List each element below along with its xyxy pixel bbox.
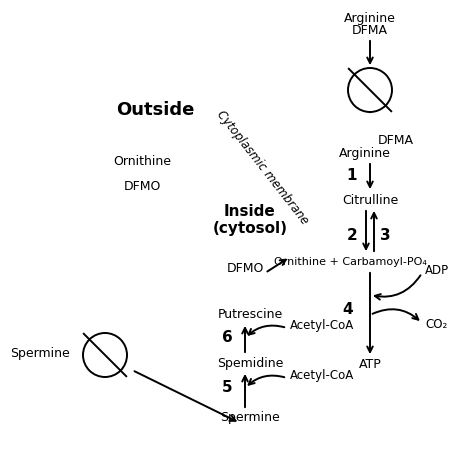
Text: 1: 1 <box>347 168 357 182</box>
Text: Acetyl-CoA: Acetyl-CoA <box>290 370 354 382</box>
Text: DFMO: DFMO <box>226 261 264 275</box>
Text: ADP: ADP <box>425 263 449 276</box>
Text: Spemidine: Spemidine <box>217 357 283 370</box>
Text: DFMO: DFMO <box>123 180 161 193</box>
Text: 2: 2 <box>346 227 357 243</box>
Text: Arginine: Arginine <box>344 12 396 25</box>
Text: Spermine: Spermine <box>10 347 70 359</box>
Text: Ornithine + Carbamoyl-PO₄: Ornithine + Carbamoyl-PO₄ <box>273 257 427 267</box>
Circle shape <box>83 333 127 377</box>
Text: Inside
(cytosol): Inside (cytosol) <box>212 204 288 236</box>
Text: CO₂: CO₂ <box>425 318 447 332</box>
Text: Arginine: Arginine <box>339 146 391 160</box>
Text: Outside: Outside <box>116 101 194 119</box>
Text: Ornithine: Ornithine <box>113 155 171 168</box>
Text: Spermine: Spermine <box>220 412 280 424</box>
Text: 6: 6 <box>222 331 232 346</box>
Text: 3: 3 <box>380 227 390 243</box>
Text: Citrulline: Citrulline <box>342 194 398 206</box>
Text: DFMA: DFMA <box>352 24 388 37</box>
Text: 4: 4 <box>343 302 353 317</box>
Text: DFMA: DFMA <box>378 133 414 146</box>
Text: 5: 5 <box>222 381 232 396</box>
Text: Acetyl-CoA: Acetyl-CoA <box>290 319 354 333</box>
Text: Cytoplasmic membrane: Cytoplasmic membrane <box>213 108 310 227</box>
Text: ATP: ATP <box>359 358 382 372</box>
Circle shape <box>348 68 392 112</box>
Text: Putrescine: Putrescine <box>218 309 283 322</box>
